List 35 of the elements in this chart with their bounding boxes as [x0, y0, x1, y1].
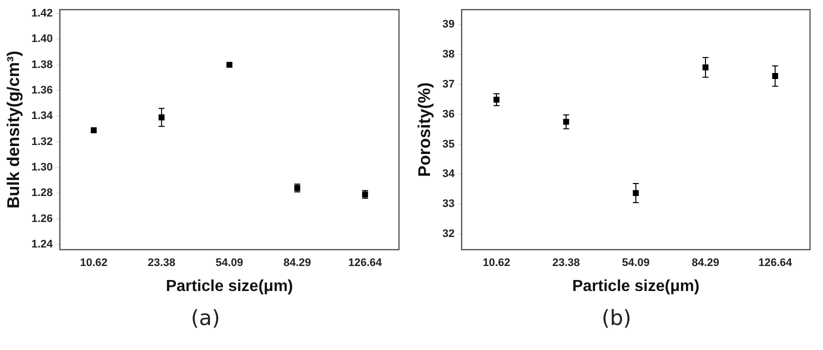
y-tick-label: 1.38	[31, 58, 53, 71]
y-tick-label: 1.26	[31, 212, 53, 225]
point	[226, 62, 232, 68]
text: (b)	[600, 306, 632, 330]
text: (a)	[190, 306, 222, 330]
x-tick-label: 54.09	[622, 257, 650, 270]
x-tick-label: 10.62	[482, 257, 510, 270]
x-tick-label: 23.38	[148, 257, 176, 270]
y-tick-label: 1.28	[31, 187, 53, 200]
x-tick-label: 126.64	[758, 257, 793, 270]
y-tick-label: 38	[442, 48, 455, 61]
y-tick-label: 35	[442, 138, 455, 150]
x-tick-label: 23.38	[552, 257, 580, 270]
y-tick-label: 36	[442, 108, 455, 120]
y-tick-label: 1.36	[31, 84, 53, 96]
x-axis-title: Particle size(μm)	[572, 278, 700, 295]
y-tick-label: 37	[442, 78, 455, 90]
y-axis-title: Porosity(%)	[414, 82, 434, 177]
y-tick-label: 33	[442, 198, 455, 210]
x-tick-label: 10.62	[80, 257, 108, 270]
y-tick-label: 1.40	[31, 33, 53, 46]
x-tick-label: 54.09	[216, 257, 244, 270]
y-tick-label: 1.32	[31, 136, 53, 148]
y-axis-title: Bulk density(g/cm³)	[4, 50, 23, 208]
y-tick-label: 1.24	[31, 238, 54, 250]
y-tick-label: 39	[442, 18, 455, 31]
y-tick-label: 1.30	[31, 161, 53, 174]
y-tick-label: 1.34	[31, 110, 54, 122]
y-tick-label: 1.42	[31, 7, 53, 20]
x-tick-label: 126.64	[348, 257, 383, 270]
y-tick-label: 32	[442, 228, 455, 240]
x-axis-title: Particle size(μm)	[166, 278, 293, 295]
x-tick-label: 84.29	[692, 257, 720, 270]
y-tick-label: 34	[442, 168, 456, 180]
x-tick-label: 84.29	[283, 257, 312, 270]
